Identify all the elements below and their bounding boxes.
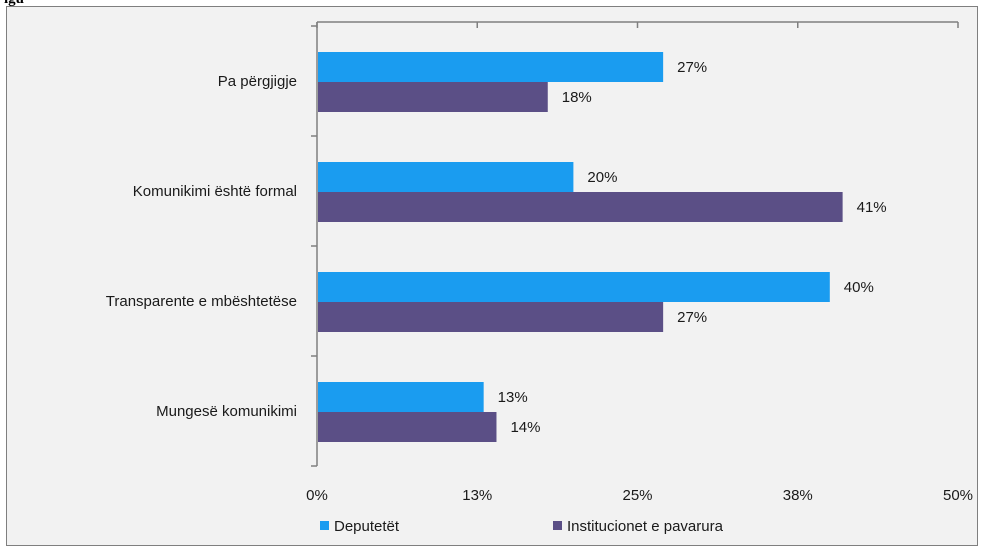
legend-swatch [320,521,329,530]
bars [318,52,843,442]
category-label: Pa përgjigje [218,73,297,90]
data-label: 27% [677,59,707,76]
labels: Pa përgjigje 27% 18% Komunikimi është forma… [106,59,887,436]
category-label: Mungesë komunikimi [156,403,297,420]
category-label: Komunikimi është formal [133,183,297,200]
bar [318,52,664,82]
data-label: 27% [677,309,707,326]
bar [318,192,843,222]
legend: Deputetët Institucionet e pavarura [320,518,724,535]
legend-label: Deputetët [334,518,400,535]
bar [318,272,830,302]
data-label: 13% [498,389,528,406]
category-label: Transparente e mbështetëse [106,293,297,310]
bar [318,302,664,332]
x-tick-label: 0% [306,487,328,504]
legend-label: Institucionet e pavarura [567,518,724,535]
bar [318,82,548,112]
legend-swatch [553,521,562,530]
bar [318,162,574,192]
data-label: 41% [857,199,887,216]
data-label: 20% [587,169,617,186]
x-tick-label: 25% [622,487,652,504]
data-label: 14% [510,419,540,436]
x-tick-label: 50% [943,487,973,504]
data-label: 40% [844,279,874,296]
x-tick-label: 38% [783,487,813,504]
x-tick-label: 13% [462,487,492,504]
figure-caption: igu [4,0,24,8]
data-label: 18% [562,89,592,106]
axes: 0% 13% 25% 38% 50% [306,21,973,504]
bar [318,412,497,442]
bar [318,382,484,412]
